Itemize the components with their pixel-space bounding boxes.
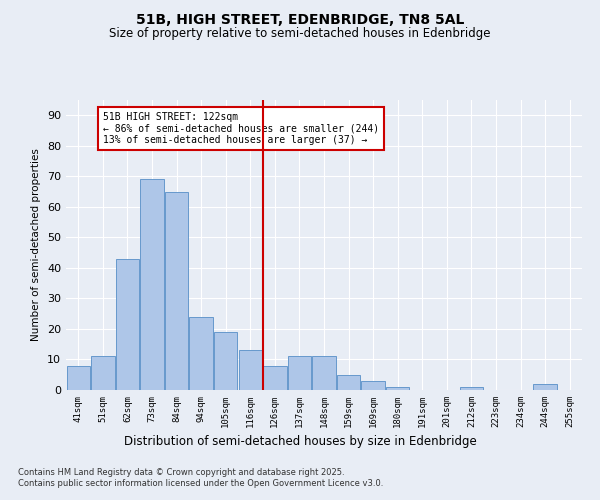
Bar: [288, 356, 311, 390]
Bar: [214, 332, 238, 390]
Text: Size of property relative to semi-detached houses in Edenbridge: Size of property relative to semi-detach…: [109, 28, 491, 40]
Bar: [533, 384, 557, 390]
Bar: [190, 316, 213, 390]
Bar: [67, 366, 90, 390]
Bar: [116, 258, 139, 390]
Bar: [239, 350, 262, 390]
Bar: [361, 381, 385, 390]
Bar: [337, 374, 360, 390]
Bar: [263, 366, 287, 390]
Bar: [140, 180, 164, 390]
Bar: [165, 192, 188, 390]
Bar: [91, 356, 115, 390]
Bar: [313, 356, 335, 390]
Bar: [460, 387, 483, 390]
Bar: [386, 387, 409, 390]
Y-axis label: Number of semi-detached properties: Number of semi-detached properties: [31, 148, 41, 342]
Text: Distribution of semi-detached houses by size in Edenbridge: Distribution of semi-detached houses by …: [124, 435, 476, 448]
Text: Contains HM Land Registry data © Crown copyright and database right 2025.
Contai: Contains HM Land Registry data © Crown c…: [18, 468, 383, 487]
Text: 51B HIGH STREET: 122sqm
← 86% of semi-detached houses are smaller (244)
13% of s: 51B HIGH STREET: 122sqm ← 86% of semi-de…: [103, 112, 379, 146]
Text: 51B, HIGH STREET, EDENBRIDGE, TN8 5AL: 51B, HIGH STREET, EDENBRIDGE, TN8 5AL: [136, 12, 464, 26]
